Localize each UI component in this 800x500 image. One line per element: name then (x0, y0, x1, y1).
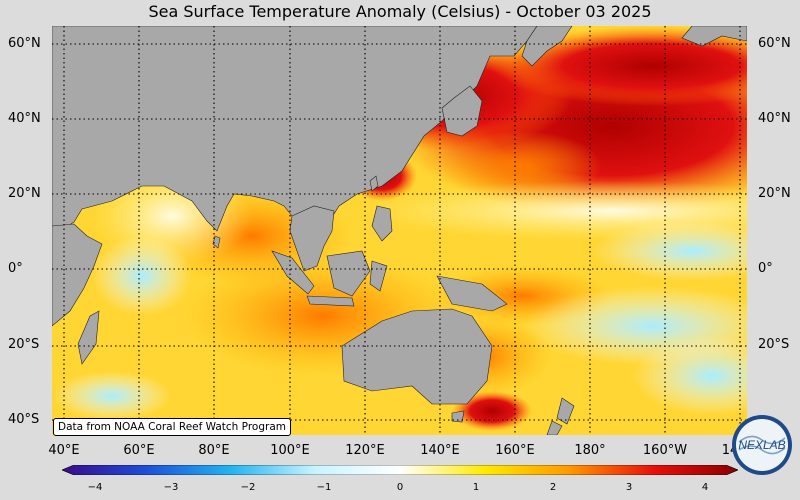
lon-label: 100°E (270, 443, 310, 458)
lat-label-left: 0° (8, 261, 23, 276)
colorbar-tick: −1 (316, 482, 332, 493)
lat-label-left: 40°N (8, 111, 41, 126)
lon-label: 180° (574, 443, 606, 458)
colorbar-tick: −3 (163, 482, 179, 493)
lat-label-left: 60°N (8, 36, 41, 51)
graticule (52, 26, 747, 435)
lat-label-right: 20°S (758, 337, 790, 352)
colorbar-tick: −2 (240, 482, 256, 493)
colorbar-tick: 1 (472, 482, 480, 493)
lon-label: 40°E (48, 443, 80, 458)
lat-label-right: 20°N (758, 186, 791, 201)
logo-text: NEXLAB (738, 438, 785, 452)
lat-label-right: 0° (758, 261, 773, 276)
colorbar (62, 465, 738, 475)
sst-anomaly-map (52, 26, 747, 435)
land (52, 26, 747, 435)
lat-label-left: 20°S (8, 337, 40, 352)
nexlab-logo[interactable]: NEXLAB (731, 414, 793, 476)
lon-label: 120°E (345, 443, 385, 458)
lon-label: 60°E (123, 443, 155, 458)
lon-label: 80°E (198, 443, 230, 458)
colorbar-tick: 4 (701, 482, 709, 493)
colorbar-tick: 0 (396, 482, 404, 493)
lat-label-left: 40°S (8, 412, 40, 427)
colorbar-tick: −4 (87, 482, 103, 493)
colorbar-fill (62, 465, 738, 475)
colorbar-tick: 3 (625, 482, 633, 493)
lat-label-left: 20°N (8, 186, 41, 201)
lat-label-right: 40°N (758, 111, 791, 126)
lon-label: 160°E (495, 443, 535, 458)
lon-label: 140°E (420, 443, 460, 458)
map-title: Sea Surface Temperature Anomaly (Celsius… (148, 2, 652, 21)
data-credit: Data from NOAA Coral Reef Watch Program (53, 418, 291, 436)
colorbar-tick: 2 (549, 482, 557, 493)
lat-label-right: 60°N (758, 36, 791, 51)
lon-label: 160°W (642, 443, 688, 458)
